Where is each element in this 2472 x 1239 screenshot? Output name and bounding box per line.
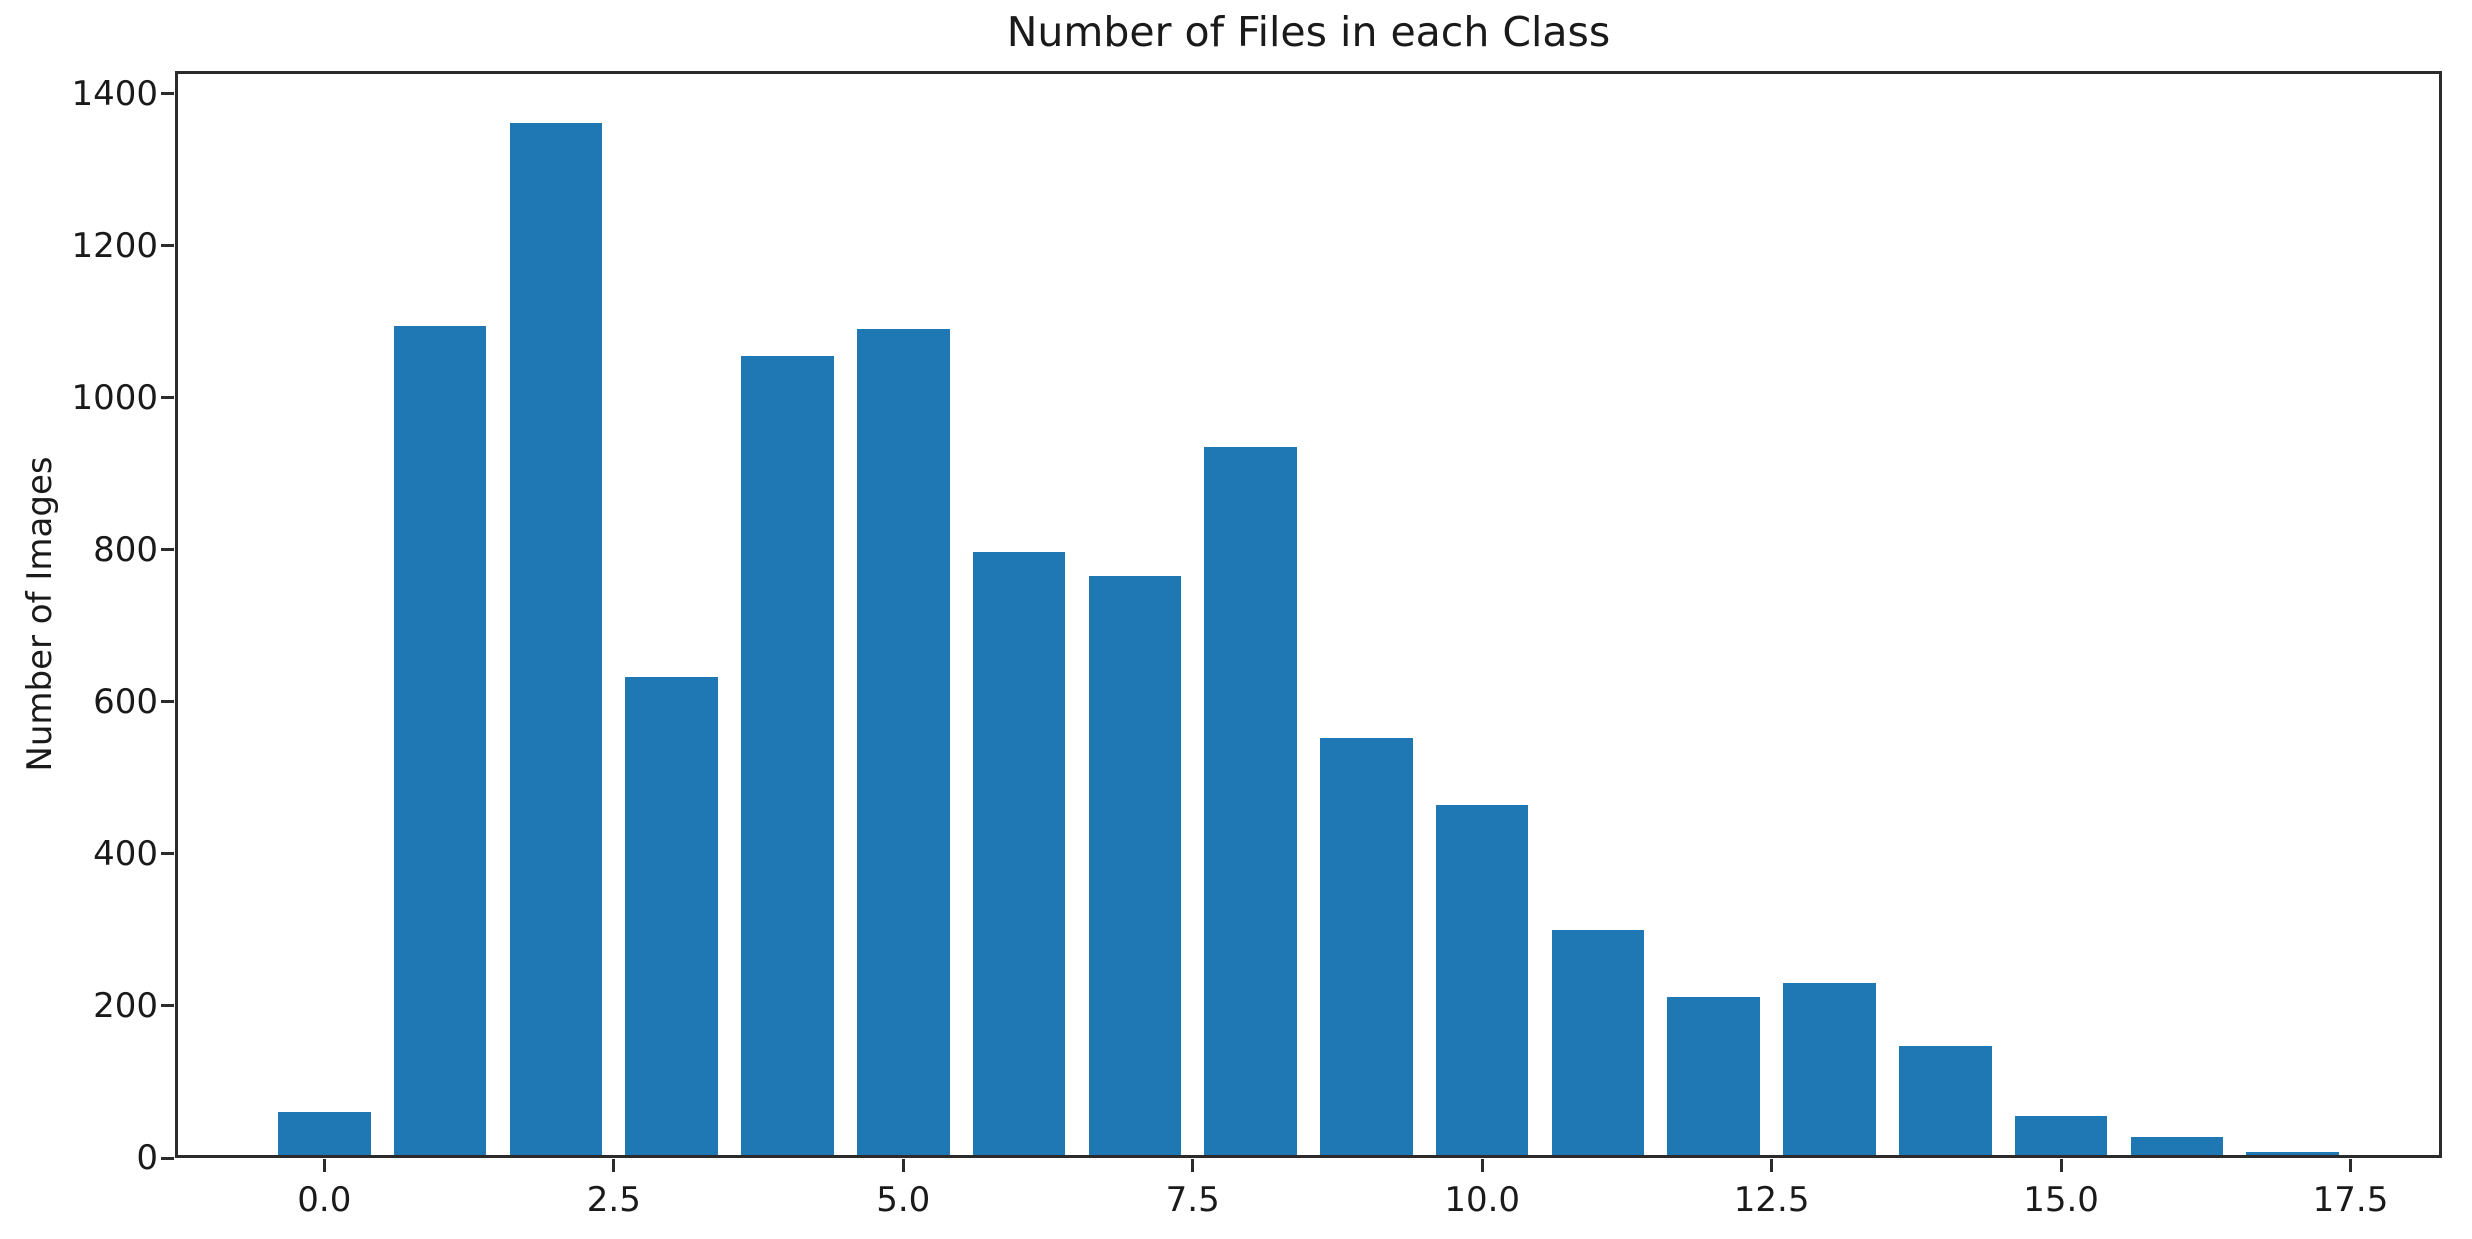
x-tick-label-10.0: 10.0 bbox=[1444, 1180, 1521, 1220]
bar-class-9 bbox=[1320, 737, 1413, 1155]
x-tick-label-12.5: 12.5 bbox=[1733, 1180, 1810, 1220]
y-tick-mark-1400 bbox=[161, 92, 174, 96]
bar-class-0 bbox=[278, 1112, 371, 1155]
x-tick-mark-10.0 bbox=[1480, 1159, 1484, 1172]
y-tick-mark-0 bbox=[161, 1156, 174, 1160]
x-tick-mark-15.0 bbox=[2059, 1159, 2063, 1172]
bar-class-10 bbox=[1435, 805, 1529, 1155]
bar-class-1 bbox=[393, 325, 487, 1155]
x-tick-mark-17.5 bbox=[2349, 1159, 2353, 1172]
x-tick-label-2.5: 2.5 bbox=[586, 1180, 641, 1220]
y-tick-label-800: 800 bbox=[93, 529, 158, 570]
bar-class-15 bbox=[2014, 1116, 2108, 1155]
x-tick-label-7.5: 7.5 bbox=[1165, 1180, 1220, 1220]
plot-area bbox=[175, 71, 2442, 1158]
y-tick-mark-1200 bbox=[161, 244, 174, 248]
bar-class-11 bbox=[1551, 929, 1645, 1155]
bar-class-8 bbox=[1204, 447, 1297, 1155]
y-tick-label-400: 400 bbox=[93, 833, 158, 874]
y-tick-label-0: 0 bbox=[136, 1138, 158, 1178]
y-tick-label-1400: 1400 bbox=[71, 73, 158, 114]
x-tick-label-15.0: 15.0 bbox=[2023, 1180, 2099, 1220]
x-tick-mark-7.5 bbox=[1191, 1159, 1195, 1172]
y-tick-mark-200 bbox=[161, 1004, 174, 1008]
y-tick-mark-400 bbox=[161, 852, 174, 856]
x-tick-mark-12.5 bbox=[1770, 1159, 1774, 1172]
chart-title: Number of Files in each Class bbox=[1006, 8, 1611, 56]
bar-class-17 bbox=[2246, 1151, 2339, 1155]
bar-class-16 bbox=[2130, 1136, 2224, 1155]
y-tick-mark-600 bbox=[161, 700, 174, 704]
bar-class-4 bbox=[741, 356, 834, 1155]
bar-class-14 bbox=[1898, 1045, 1992, 1155]
x-tick-mark-5.0 bbox=[901, 1159, 905, 1172]
y-tick-label-1200: 1200 bbox=[71, 225, 158, 266]
y-tick-label-1000: 1000 bbox=[71, 377, 158, 418]
y-tick-mark-800 bbox=[161, 548, 174, 552]
x-tick-mark-2.5 bbox=[612, 1159, 616, 1172]
x-tick-label-17.5: 17.5 bbox=[2312, 1180, 2389, 1220]
bar-class-13 bbox=[1783, 983, 1876, 1155]
x-tick-label-5.0: 5.0 bbox=[876, 1180, 931, 1220]
bar-class-3 bbox=[625, 676, 718, 1155]
x-tick-label-0.0: 0.0 bbox=[297, 1180, 352, 1220]
y-tick-label-200: 200 bbox=[93, 985, 158, 1026]
bar-class-7 bbox=[1088, 575, 1182, 1155]
bar-class-5 bbox=[856, 329, 950, 1155]
y-tick-mark-1000 bbox=[161, 396, 174, 400]
x-tick-mark-0.0 bbox=[322, 1159, 326, 1172]
bar-class-12 bbox=[1667, 996, 1761, 1155]
bar-class-2 bbox=[509, 122, 603, 1155]
bar-class-6 bbox=[972, 552, 1066, 1155]
y-tick-label-600: 600 bbox=[93, 681, 158, 722]
